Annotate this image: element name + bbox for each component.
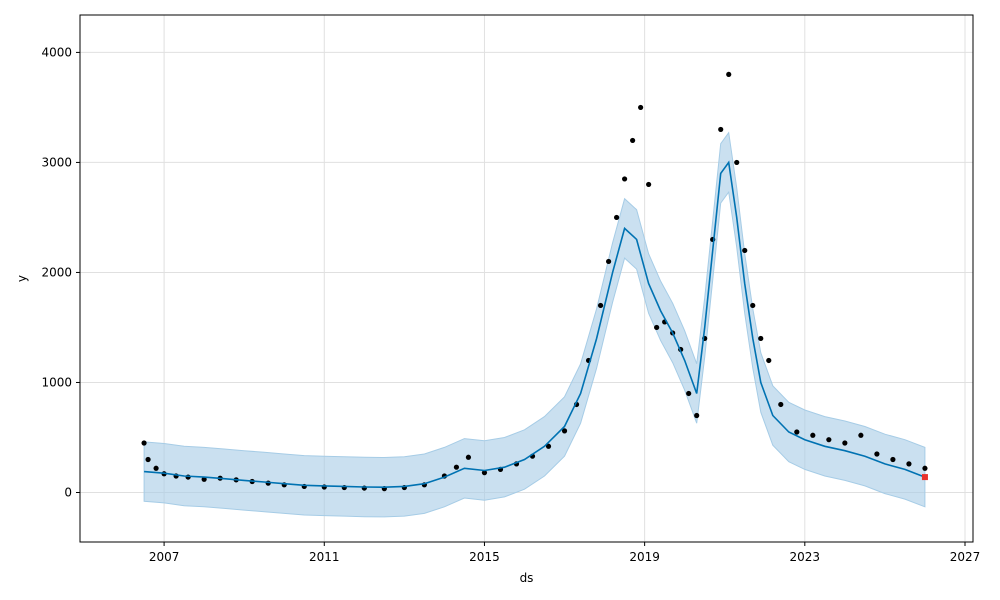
observed-point <box>646 181 652 188</box>
observed-point <box>481 470 488 476</box>
y-tick-label: 0 <box>64 485 72 499</box>
y-tick-label: 2000 <box>41 265 72 279</box>
x-tick-label: 2007 <box>149 550 180 564</box>
observed-point <box>686 390 692 397</box>
observed-point <box>874 451 880 457</box>
observed-point <box>778 401 784 408</box>
observed-point <box>622 176 628 182</box>
latest-points <box>921 474 928 481</box>
observed-point <box>758 335 764 342</box>
observed-point <box>465 454 472 460</box>
observed-point <box>922 465 928 471</box>
observed-point <box>694 412 700 419</box>
observed-point <box>141 440 147 446</box>
x-tick-label: 2015 <box>469 550 500 564</box>
observed-point <box>826 437 832 443</box>
observed-point <box>742 247 748 254</box>
observed-point <box>153 465 159 471</box>
forecast-line <box>144 160 926 489</box>
x-axis-title: ds <box>520 571 534 585</box>
observed-point <box>145 456 151 463</box>
y-tick-label: 1000 <box>41 375 72 389</box>
latest-point <box>921 474 928 481</box>
observed-point <box>545 443 552 449</box>
observed-point <box>734 159 740 166</box>
observed-point <box>605 258 612 265</box>
observed-point <box>858 432 864 438</box>
y-axis-title: y <box>15 275 29 282</box>
y-tick-label: 4000 <box>41 45 72 59</box>
observed-point <box>726 71 732 78</box>
observed-point <box>630 137 636 144</box>
observed-point <box>842 440 848 446</box>
observed-point <box>794 429 800 435</box>
x-axis: 2007 2011 2015 2019 2023 2027 <box>149 542 980 564</box>
x-tick-label: 2023 <box>790 550 821 564</box>
x-tick-label: 2019 <box>629 550 660 564</box>
observed-point <box>654 324 660 331</box>
plot-area <box>141 71 928 518</box>
x-tick-label: 2011 <box>309 550 340 564</box>
observed-point <box>810 432 816 438</box>
x-tick-label: 2027 <box>950 550 981 564</box>
observed-point <box>890 456 896 463</box>
y-tick-label: 3000 <box>41 155 72 169</box>
observed-point <box>453 464 460 470</box>
observed-point <box>614 214 620 221</box>
observed-point <box>766 357 772 364</box>
observed-point <box>750 302 756 309</box>
observed-point <box>597 302 604 309</box>
observed-point <box>718 126 724 133</box>
observed-point <box>638 104 644 111</box>
plot-frame <box>79 14 974 543</box>
observed-point <box>906 461 912 467</box>
observed-point <box>561 428 568 434</box>
y-axis: 0 1000 2000 3000 4000 <box>41 45 80 499</box>
